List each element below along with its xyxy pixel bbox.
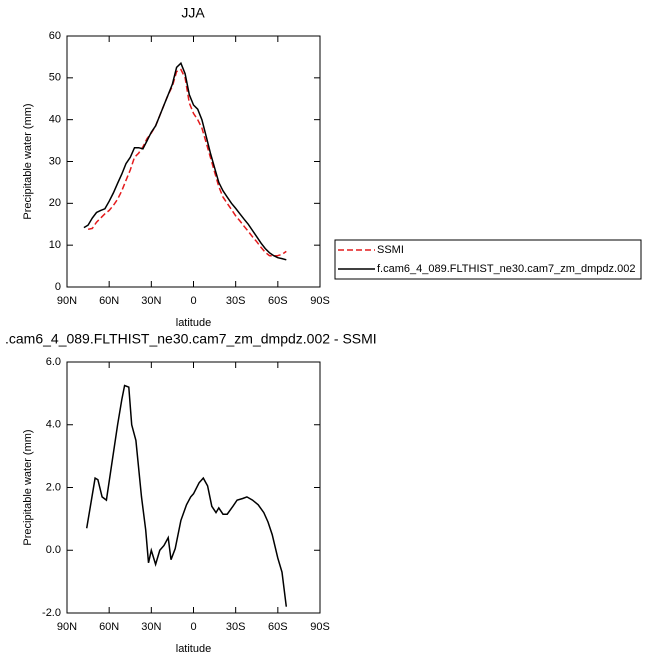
y-tick-label: 20 [49,197,61,209]
x-tick-label: 0 [190,295,196,307]
y-axis-label: Precipitable water (mm) [22,429,34,545]
chart-title: .cam6_4_089.FLTHIST_ne30.cam7_zm_dmpdz.0… [5,331,377,347]
x-axis-label: latitude [176,643,211,655]
x-tick-label: 90S [310,621,330,633]
x-tick-label: 60S [268,295,288,307]
x-tick-label: 60N [99,621,119,633]
x-tick-label: 30S [226,295,246,307]
y-axis-label: Precipitable water (mm) [22,103,34,219]
y-tick-label: 10 [49,239,61,251]
y-tick-label: 60 [49,30,61,42]
x-tick-label: 90N [57,621,77,633]
plot-frame [66,361,321,614]
chart-title: JJA [181,5,205,21]
plot-frame [66,35,321,288]
legend-label: f.cam6_4_089.FLTHIST_ne30.cam7_zm_dmpdz.… [377,263,635,275]
y-tick-label: 2.0 [46,481,61,493]
y-tick-label: 6.0 [46,356,61,368]
y-tick-label: 0.0 [46,544,61,556]
x-tick-label: 60S [268,621,288,633]
legend-label: SSMI [377,244,404,256]
x-tick-label: 90S [310,295,330,307]
legend-box [334,239,642,280]
x-tick-label: 90N [57,295,77,307]
y-tick-label: 50 [49,72,61,84]
x-tick-label: 60N [99,295,119,307]
x-tick-label: 30N [141,621,161,633]
x-axis-label: latitude [176,317,211,329]
x-tick-label: 30S [226,621,246,633]
series-line [83,61,287,261]
y-tick-label: -2.0 [42,607,61,619]
y-tick-label: 40 [49,114,61,126]
y-tick-label: 30 [49,155,61,167]
x-tick-label: 30N [141,295,161,307]
series-line [87,68,287,257]
series-line [85,384,288,607]
y-tick-label: 0 [55,281,61,293]
y-tick-label: 4.0 [46,419,61,431]
x-tick-label: 0 [190,621,196,633]
